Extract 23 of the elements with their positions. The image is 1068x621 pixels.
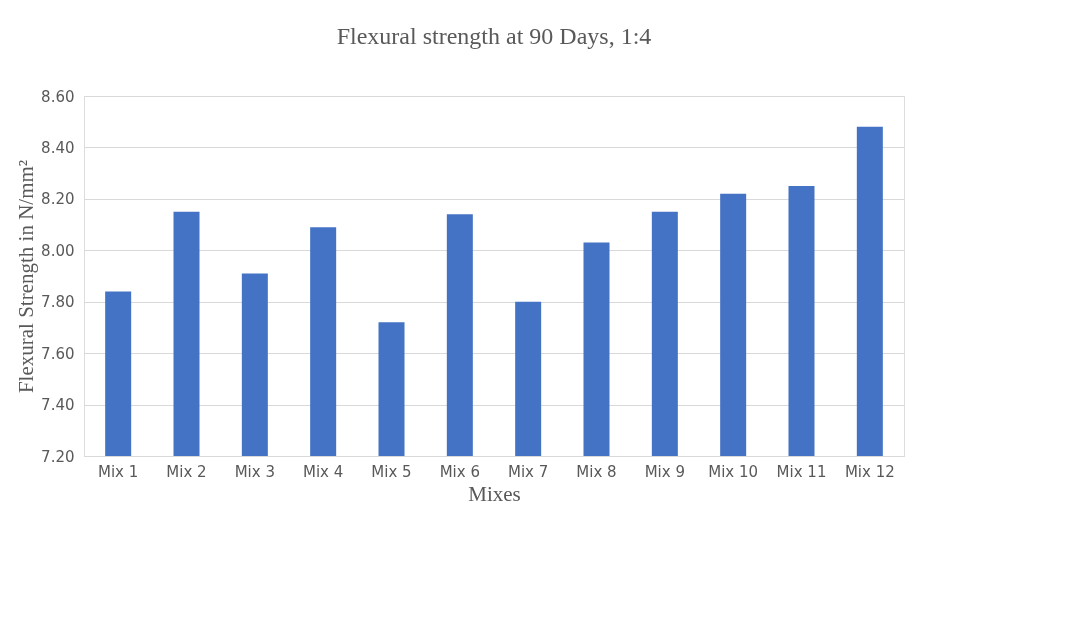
y-tick-label: 8.40 [41,138,75,157]
x-tick-label: Mix 11 [776,462,827,481]
y-tick-label: 8.00 [41,241,75,260]
x-tick-label: Mix 9 [644,462,685,481]
x-tick-label: Mix 3 [234,462,275,481]
y-tick-label: 7.20 [41,447,75,466]
x-tick-label: Mix 5 [371,462,412,481]
y-axis-title: Flexural Strength in N/mm² [14,159,39,394]
x-tick-label: Mix 12 [844,462,895,481]
x-tick-label: Mix 8 [576,462,617,481]
x-axis-title: Mixes [468,481,521,506]
chart-title: Flexural strength at 90 Days, 1:4 [336,23,652,49]
y-tick-label: 7.60 [41,344,75,363]
y-tick-label: 8.60 [41,87,75,106]
x-tick-label: Mix 7 [508,462,549,481]
x-tick-label: Mix 2 [166,462,207,481]
y-tick-label: 8.20 [41,190,75,209]
y-tick-label: 7.80 [41,293,75,312]
y-tick-label: 7.40 [41,396,75,415]
x-tick-label: Mix 4 [303,462,344,481]
x-tick-label: Mix 6 [439,462,480,481]
x-tick-label: Mix 1 [98,462,139,481]
x-tick-label: Mix 10 [708,462,759,481]
